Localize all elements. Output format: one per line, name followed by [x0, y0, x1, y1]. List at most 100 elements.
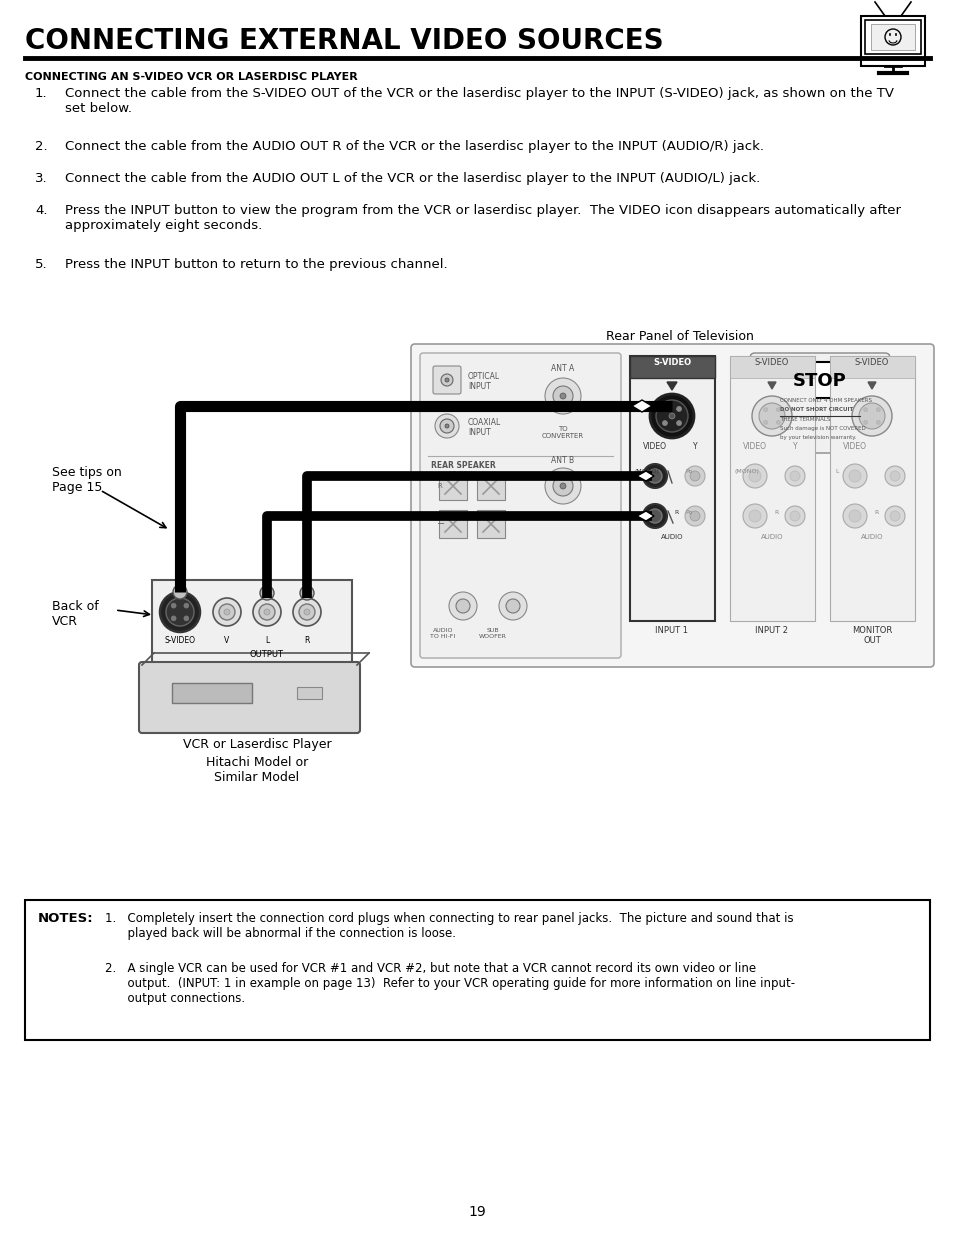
Circle shape [171, 603, 176, 608]
Circle shape [884, 506, 904, 526]
Circle shape [264, 609, 270, 615]
Circle shape [160, 592, 200, 632]
Circle shape [253, 598, 281, 626]
Circle shape [439, 419, 454, 433]
Bar [864, 20, 920, 54]
Text: AUDIO: AUDIO [860, 534, 882, 540]
Text: 19: 19 [468, 1205, 485, 1219]
Text: AUDIO: AUDIO [660, 534, 682, 540]
Circle shape [299, 585, 314, 600]
Text: TO
CONVERTER: TO CONVERTER [541, 426, 583, 438]
Text: S-VIDEO: S-VIDEO [854, 358, 888, 367]
Bar [172, 683, 252, 703]
Polygon shape [631, 400, 651, 412]
Text: Back of
VCR: Back of VCR [52, 600, 99, 629]
Circle shape [649, 394, 693, 438]
Circle shape [544, 468, 580, 504]
Circle shape [742, 464, 766, 488]
Circle shape [762, 420, 767, 425]
Bar [438, 472, 467, 500]
FancyBboxPatch shape [139, 662, 359, 734]
Text: AUDIO
TO HI-FI: AUDIO TO HI-FI [430, 629, 456, 638]
FancyBboxPatch shape [411, 345, 933, 667]
Circle shape [668, 412, 675, 419]
Text: Connect the cable from the S-VIDEO OUT of the VCR or the laserdisc player to the: Connect the cable from the S-VIDEO OUT o… [65, 86, 893, 115]
Text: 2.   A single VCR can be used for VCR #1 and VCR #2, but note that a VCR cannot : 2. A single VCR can be used for VCR #1 a… [105, 962, 794, 1005]
Circle shape [842, 464, 866, 488]
Text: COAXIAL
INPUT: COAXIAL INPUT [468, 417, 500, 437]
Circle shape [498, 592, 526, 620]
Text: VCR or Laserdisc Player: VCR or Laserdisc Player [182, 739, 331, 751]
Text: REAR SPEAKER: REAR SPEAKER [431, 461, 496, 471]
Circle shape [505, 599, 519, 613]
Circle shape [684, 506, 704, 526]
Circle shape [759, 403, 784, 429]
Circle shape [544, 378, 580, 414]
Circle shape [166, 598, 193, 626]
Text: Hitachi Model or
Similar Model: Hitachi Model or Similar Model [206, 756, 308, 784]
Circle shape [789, 471, 800, 480]
Bar [152, 580, 352, 664]
Polygon shape [867, 382, 875, 389]
Circle shape [456, 599, 470, 613]
Circle shape [293, 598, 320, 626]
Circle shape [260, 585, 274, 600]
Bar [476, 510, 504, 538]
Circle shape [851, 396, 891, 436]
Circle shape [789, 511, 800, 521]
Bar [438, 510, 467, 538]
Circle shape [889, 511, 899, 521]
Text: S-VIDEO: S-VIDEO [754, 358, 788, 367]
Circle shape [298, 604, 314, 620]
Circle shape [748, 510, 760, 522]
Polygon shape [637, 511, 654, 521]
Polygon shape [767, 382, 775, 389]
Bar [829, 356, 914, 378]
Text: VIDEO: VIDEO [642, 442, 666, 451]
Bar [476, 472, 504, 500]
Circle shape [848, 510, 861, 522]
Text: (MONO): (MONO) [635, 469, 659, 474]
Text: CONNECTING EXTERNAL VIDEO SOURCES: CONNECTING EXTERNAL VIDEO SOURCES [25, 27, 663, 56]
FancyBboxPatch shape [861, 16, 924, 65]
Text: 4Ω ONLY: 4Ω ONLY [448, 471, 475, 475]
Text: Y: Y [792, 442, 797, 451]
Text: Connect the cable from the AUDIO OUT R of the VCR or the laserdisc player to the: Connect the cable from the AUDIO OUT R o… [65, 140, 763, 153]
Text: CONNECTING AN S-VIDEO VCR OR LASERDISC PLAYER: CONNECTING AN S-VIDEO VCR OR LASERDISC P… [25, 72, 357, 82]
Bar [296, 687, 322, 699]
Circle shape [224, 609, 230, 615]
Text: Press the INPUT button to return to the previous channel.: Press the INPUT button to return to the … [65, 258, 447, 270]
Circle shape [762, 408, 767, 411]
Text: SUB
WOOFER: SUB WOOFER [478, 629, 506, 638]
Text: NOTES:: NOTES: [38, 911, 93, 925]
Circle shape [444, 424, 449, 429]
Text: DO NOT SHORT CIRCUIT: DO NOT SHORT CIRCUIT [780, 408, 852, 412]
Text: Y: Y [692, 442, 697, 451]
Circle shape [444, 378, 449, 382]
Circle shape [171, 616, 176, 621]
Text: −: − [436, 519, 445, 529]
Text: S-VIDEO: S-VIDEO [652, 358, 690, 367]
Circle shape [676, 421, 680, 426]
Text: Rear Panel of Television: Rear Panel of Television [605, 330, 753, 343]
Text: R: R [436, 483, 441, 489]
Text: R: R [673, 510, 678, 515]
Circle shape [862, 420, 866, 425]
Circle shape [656, 400, 687, 432]
Polygon shape [637, 471, 654, 480]
Text: 2.: 2. [35, 140, 48, 153]
Text: R: R [873, 510, 878, 515]
Circle shape [889, 471, 899, 480]
Text: OPTICAL
INPUT: OPTICAL INPUT [468, 372, 499, 391]
Circle shape [559, 393, 565, 399]
FancyBboxPatch shape [419, 353, 620, 658]
Circle shape [435, 414, 458, 438]
Circle shape [553, 387, 573, 406]
Text: STOP: STOP [792, 372, 846, 390]
Text: Connect the cable from the AUDIO OUT L of the VCR or the laserdisc player to the: Connect the cable from the AUDIO OUT L o… [65, 172, 760, 185]
FancyBboxPatch shape [749, 353, 889, 453]
Circle shape [219, 604, 234, 620]
FancyBboxPatch shape [770, 362, 868, 398]
Text: L: L [834, 469, 838, 474]
Text: 1.   Completely insert the connection cord plugs when connecting to rear panel j: 1. Completely insert the connection cord… [105, 911, 793, 940]
